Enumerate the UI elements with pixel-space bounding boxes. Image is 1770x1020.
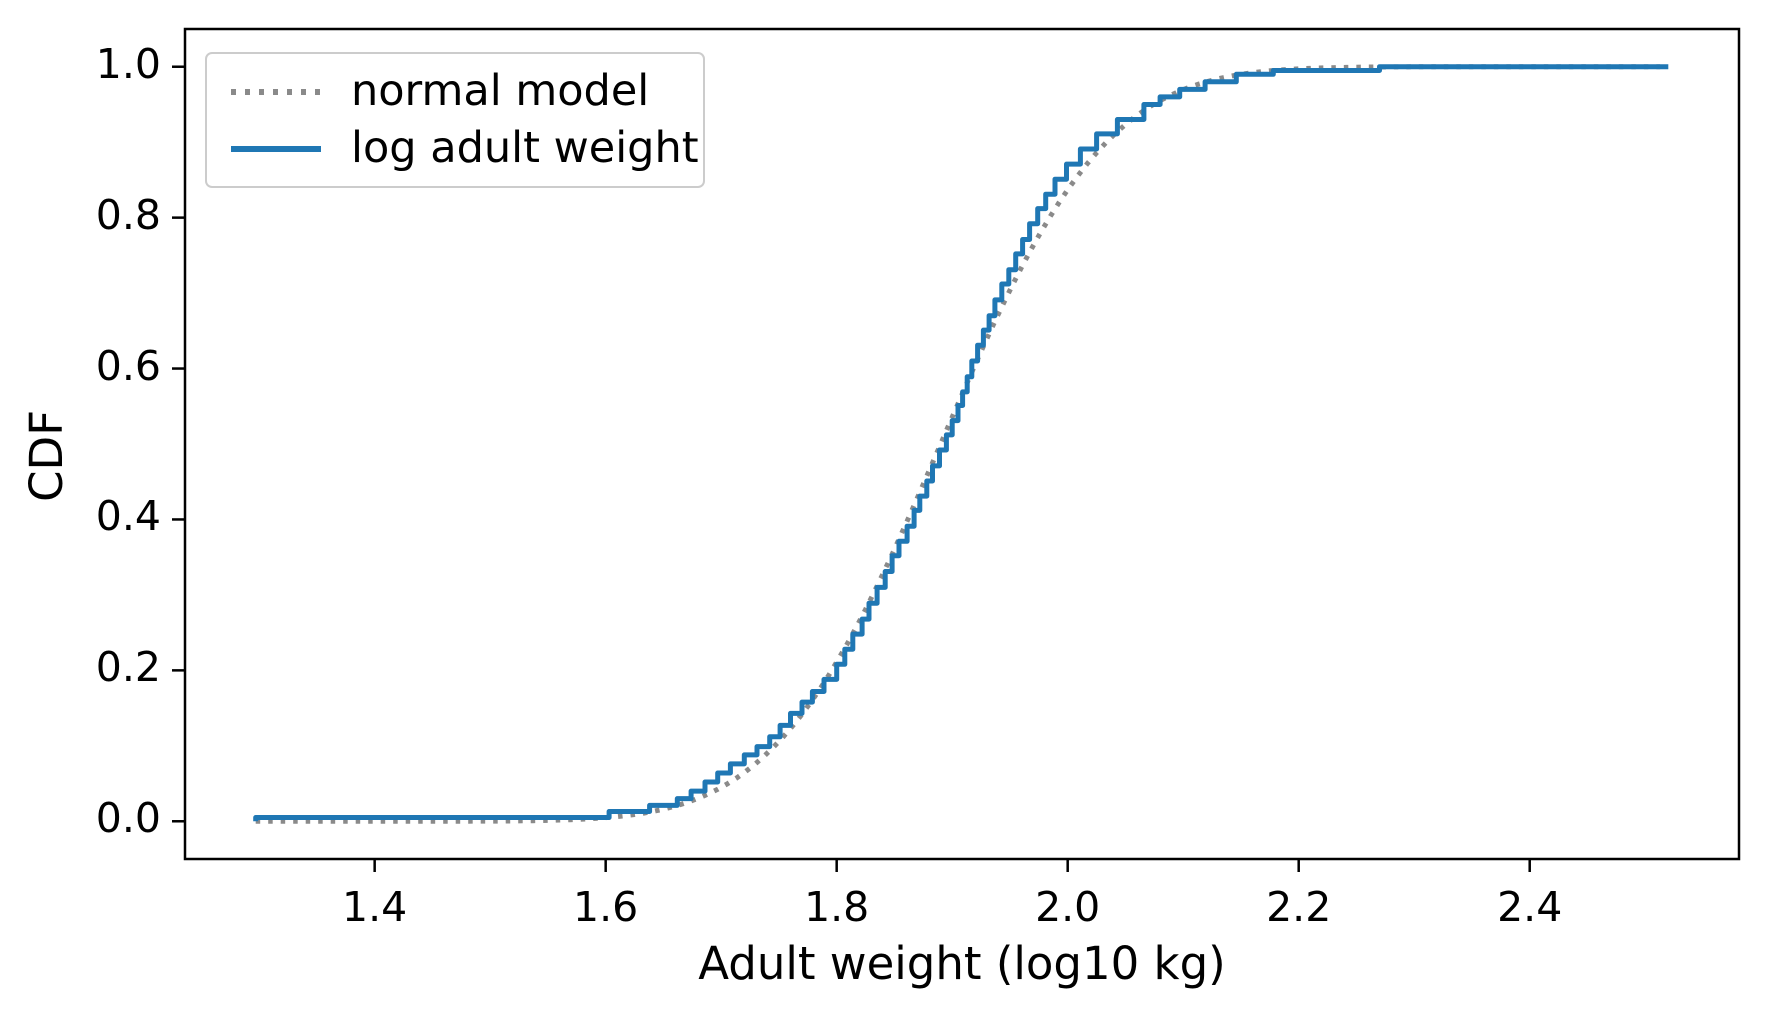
- y-tick-label: 1.0: [95, 39, 161, 88]
- legend: normal model log adult weight: [205, 52, 705, 188]
- x-axis-label: Adult weight (log10 kg): [698, 937, 1226, 990]
- y-tick-label: 0.4: [95, 492, 161, 541]
- ecdf-curve: [253, 64, 1669, 822]
- y-tick-label: 0.6: [95, 341, 161, 390]
- y-axis-label: CDF: [20, 409, 74, 502]
- normal-model-line-sample: [231, 88, 321, 95]
- x-tick-label: 2.0: [1035, 883, 1101, 931]
- legend-entry-log-adult-weight: log adult weight: [231, 127, 703, 170]
- y-tick-label: 0.2: [95, 643, 161, 692]
- y-tick-label: 0.8: [95, 190, 161, 239]
- legend-entry-normal-model: normal model: [231, 70, 703, 113]
- x-tick-label: 1.4: [342, 883, 408, 931]
- x-tick-label: 1.8: [804, 883, 870, 931]
- y-tick-label: 0.0: [95, 794, 161, 843]
- x-tick-label: 2.4: [1497, 883, 1563, 931]
- x-tick-label: 1.6: [573, 883, 639, 931]
- plot-frame: [183, 27, 1741, 861]
- legend-label-log-adult-weight: log adult weight: [351, 123, 699, 173]
- legend-label-normal-model: normal model: [351, 66, 650, 116]
- x-tick-label: 2.2: [1266, 883, 1332, 931]
- log-adult-weight-line-sample: [231, 145, 321, 152]
